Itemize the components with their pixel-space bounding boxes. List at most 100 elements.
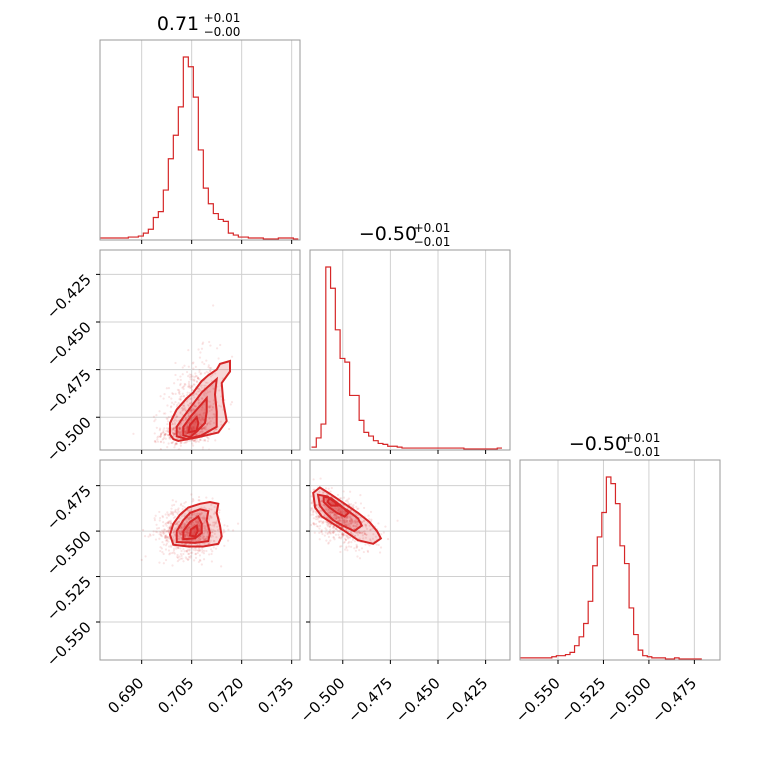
sample-point [191, 426, 194, 429]
sample-point [193, 559, 196, 562]
sample-point [200, 547, 204, 550]
sample-point [366, 550, 370, 553]
sample-point [163, 536, 167, 539]
sample-point [161, 514, 164, 518]
sample-point [203, 521, 206, 525]
sample-point [227, 528, 230, 531]
sample-point [342, 510, 346, 513]
sample-point [342, 519, 345, 522]
sample-point [198, 499, 201, 502]
sample-point [185, 441, 188, 444]
scatter-panel-2-1: −0.500−0.475−0.450−0.425 [297, 459, 511, 726]
sample-point [180, 502, 183, 505]
sample-point [194, 529, 197, 532]
sample-point [339, 502, 343, 505]
sample-point [338, 536, 341, 539]
sample-point [180, 406, 183, 410]
sample-point [336, 493, 340, 497]
contour-line-level-4 [326, 496, 339, 507]
sample-point [205, 425, 208, 429]
sample-point [334, 507, 337, 510]
sample-point [164, 433, 167, 436]
sample-point [339, 510, 342, 513]
sample-point [191, 551, 194, 554]
sample-point [208, 366, 212, 370]
sample-point [193, 539, 196, 543]
sample-point [345, 534, 348, 537]
sample-point [211, 405, 214, 408]
sample-point [340, 533, 343, 536]
sample-point [199, 418, 202, 421]
sample-point [193, 530, 196, 533]
sample-point [160, 535, 164, 538]
sample-point [192, 425, 195, 429]
sample-point [342, 520, 346, 524]
sample-point [166, 511, 169, 514]
sample-point [318, 515, 321, 519]
sample-point [201, 397, 204, 400]
sample-point [189, 419, 192, 422]
sample-point [179, 397, 182, 401]
sample-point [179, 533, 182, 536]
sample-point [184, 432, 187, 435]
sample-point [334, 513, 337, 516]
sample-point [347, 536, 350, 539]
histogram-panel-1: −0.50+0.01−0.01 [309, 221, 511, 454]
sample-point [346, 500, 349, 503]
sample-point [156, 440, 160, 443]
histogram-panel-0: 0.71 +0.01−0.00 [99, 11, 301, 244]
sample-point [186, 531, 189, 534]
sample-point [181, 508, 184, 511]
x-tick-label: −0.550 [512, 674, 564, 726]
sample-point [192, 427, 196, 430]
sample-point [169, 522, 172, 525]
sample-point [169, 406, 173, 409]
sample-point [350, 519, 354, 522]
sample-point [179, 441, 182, 444]
sample-point [202, 515, 205, 518]
sample-point [174, 442, 177, 445]
sample-point [384, 525, 387, 528]
sample-point [181, 542, 184, 545]
sample-point [165, 387, 168, 390]
sample-point [349, 515, 352, 518]
histogram-step-line [311, 266, 502, 450]
sample-point [310, 508, 313, 511]
sample-point [148, 533, 152, 536]
sample-point [347, 523, 351, 526]
sample-point [363, 519, 366, 522]
sample-point [173, 423, 177, 426]
sample-point [329, 525, 332, 528]
sample-point [327, 542, 330, 545]
sample-point [170, 429, 174, 432]
sample-point [187, 421, 191, 425]
sample-point [168, 553, 171, 556]
sample-point [198, 528, 201, 531]
sample-point [329, 510, 332, 513]
sample-point [328, 525, 331, 528]
sample-point [210, 528, 213, 532]
sample-point [186, 391, 189, 394]
sample-point [206, 422, 209, 425]
sample-point [196, 551, 199, 555]
sample-point [180, 430, 183, 433]
sample-point [346, 516, 349, 520]
sample-point [164, 437, 167, 440]
sample-point [311, 511, 315, 514]
title-lower-error: −0.00 [204, 25, 241, 39]
sample-point [195, 512, 199, 516]
sample-point [337, 507, 341, 510]
sample-point [194, 372, 197, 375]
sample-point [229, 403, 232, 406]
sample-point [185, 427, 188, 430]
sample-point [355, 543, 358, 546]
sample-point [175, 547, 178, 550]
sample-point [179, 378, 182, 382]
sample-point [202, 439, 205, 442]
sample-point [203, 372, 206, 375]
sample-point [210, 534, 213, 537]
sample-point [203, 535, 206, 538]
sample-point [184, 430, 188, 434]
sample-point [203, 362, 206, 366]
parameter-title: −0.50+0.01−0.01 [569, 431, 661, 459]
